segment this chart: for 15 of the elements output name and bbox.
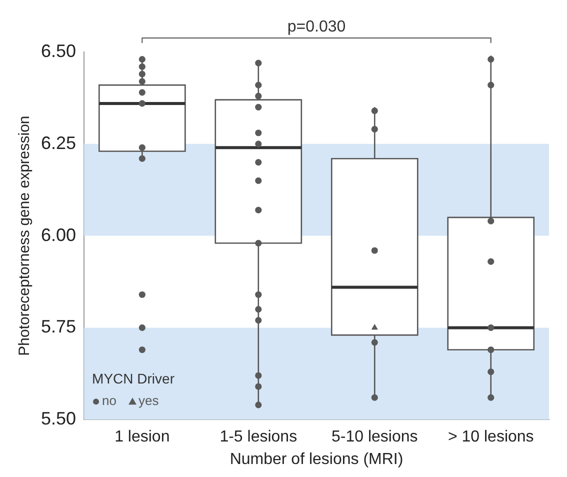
y-axis-title: Photoreceptorness gene expression: [16, 116, 34, 356]
legend-label: no: [102, 393, 116, 408]
x-tick-label: 5-10 lesions: [331, 428, 418, 446]
text: p=0.030: [287, 18, 346, 36]
x-tick-label: 1 lesion: [114, 428, 170, 446]
y-tick-label: 5.50: [40, 408, 76, 429]
x-tick-label: 1-5 lesions: [220, 428, 298, 446]
y-tick-label: 6.50: [40, 40, 76, 61]
legend-title: MYCN Driver: [92, 370, 175, 386]
y-tick-label: 6.00: [40, 224, 76, 245]
x-tick-label: > 10 lesions: [448, 428, 534, 446]
x-axis-title: Number of lesions (MRI): [230, 450, 404, 468]
y-tick-label: 5.75: [40, 316, 76, 337]
y-tick-label: 6.25: [40, 132, 76, 153]
legend-label: yes: [138, 393, 160, 408]
